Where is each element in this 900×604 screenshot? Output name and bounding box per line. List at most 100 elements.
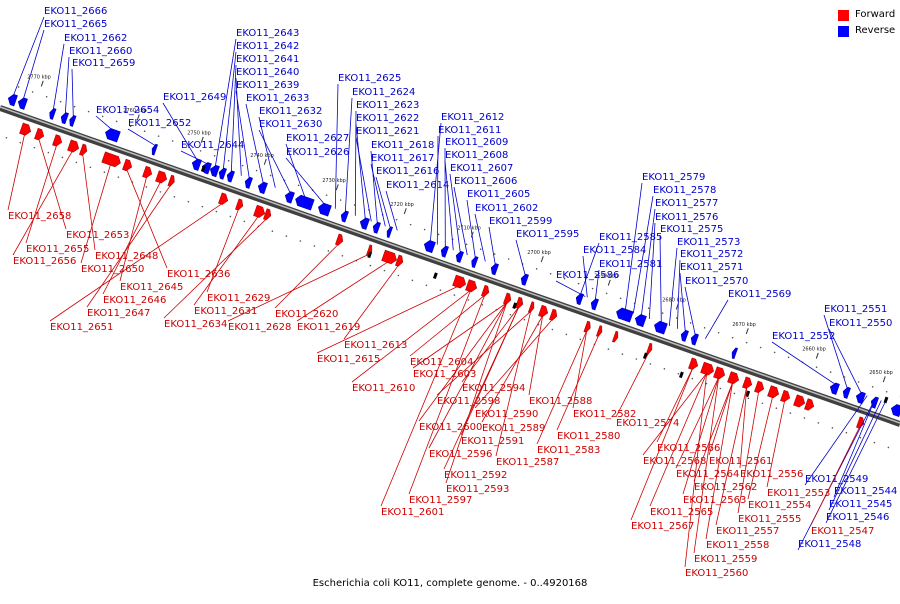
reverse-gene-label: EKO11_2545 (829, 499, 892, 510)
reverse-gene-label: EKO11_2573 (677, 237, 740, 248)
forward-gene-label: EKO11_2613 (344, 340, 407, 351)
forward-gene-shape (382, 250, 399, 265)
scale-dot (116, 121, 118, 123)
forward-gene-shape (34, 128, 45, 141)
scale-dot (804, 417, 806, 419)
forward-gene-arrow (701, 362, 716, 376)
forward-gene-shape (713, 367, 726, 381)
scale-dot (230, 216, 232, 218)
reverse-gene-arrow (59, 112, 68, 124)
reverse-gene-shape (256, 181, 267, 194)
forward-gene-arrow (453, 275, 468, 289)
reverse-gene-shape (889, 403, 900, 417)
reverse-leader-line (13, 17, 44, 96)
forward-gene-label: EKO11_2598 (437, 396, 500, 407)
reverse-gene-arrow (283, 190, 294, 203)
forward-gene-arrow (688, 358, 699, 371)
reverse-leader-line (669, 248, 677, 326)
forward-leader-line (13, 150, 73, 255)
forward-gene-shape (793, 395, 806, 409)
scale-dot (482, 304, 484, 306)
reverse-gene-label: EKO11_2618 (371, 140, 434, 151)
reverse-gene-arrow (243, 176, 252, 188)
reverse-gene-arrow (371, 221, 380, 233)
forward-gene-arrow (52, 135, 63, 148)
scale-dot (690, 322, 692, 324)
scale-tick (883, 376, 885, 382)
reverse-leader-line (685, 287, 695, 335)
forward-gene-label: EKO11_2656 (13, 256, 76, 267)
forward-gene-shape (549, 309, 558, 321)
forward-gene-label: EKO11_2553 (767, 488, 830, 499)
reverse-gene-label: EKO11_2586 (556, 270, 619, 281)
forward-leader-line (8, 134, 25, 210)
scale-dot (214, 155, 216, 157)
reverse-gene-shape (150, 143, 157, 155)
reverse-leader-line (556, 281, 585, 297)
scale-dot (396, 219, 398, 221)
scale-dot (90, 166, 92, 168)
forward-gene-shape (856, 417, 865, 429)
scale-dot (160, 191, 162, 193)
reverse-gene-shape (59, 112, 68, 124)
forward-leader-line (748, 396, 773, 499)
scale-tick (816, 353, 818, 359)
scale-dot (664, 368, 666, 370)
scale-dot (202, 206, 204, 208)
scale-dot (270, 175, 272, 177)
forward-gene-label: EKO11_2583 (537, 445, 600, 456)
reverse-gene-shape (439, 245, 448, 257)
reverse-gene-shape (854, 391, 865, 404)
scale-dot (846, 432, 848, 434)
scale-dot (620, 298, 622, 300)
forward-gene-label: EKO11_2651 (50, 322, 113, 333)
forward-gene-label: EKO11_2596 (429, 449, 492, 460)
scale-dot (580, 339, 582, 341)
reverse-gene-shape (679, 329, 688, 341)
scale-tick (541, 256, 543, 262)
forward-gene-label: EKO11_2556 (740, 469, 803, 480)
scale-dot (860, 437, 862, 439)
reverse-gene-label: EKO11_2666 (44, 6, 107, 17)
forward-gene-label: EKO11_2559 (694, 554, 757, 565)
reverse-gene-label: EKO11_2630 (259, 119, 322, 130)
scale-dot (256, 170, 258, 172)
scale-dot (622, 353, 624, 355)
reverse-gene-shape (190, 158, 201, 171)
forward-gene-arrow (742, 377, 753, 390)
reverse-gene-arrow (225, 170, 234, 182)
scale-tick-label: 2740 kbp (250, 153, 274, 159)
reverse-leader-line (96, 116, 113, 131)
reverse-gene-label: EKO11_2575 (660, 224, 723, 235)
reverse-gene-label: EKO11_2642 (236, 41, 299, 52)
forward-gene-arrow (335, 234, 344, 246)
forward-swatch (838, 10, 849, 21)
forward-gene-arrow (538, 305, 549, 318)
reverse-gene-shape (470, 256, 478, 268)
forward-gene-shape (646, 343, 653, 355)
forward-gene-arrow (79, 144, 88, 156)
reverse-gene-arrow (841, 386, 850, 398)
scale-dot (60, 101, 62, 103)
scale-dot (300, 240, 302, 242)
reverse-gene-label: EKO11_2632 (259, 106, 322, 117)
reverse-gene-arrow (470, 256, 478, 268)
forward-gene-label: EKO11_2588 (529, 396, 592, 407)
scale-dot (328, 250, 330, 252)
scale-dot (592, 288, 594, 290)
reverse-gene-label: EKO11_2614 (386, 180, 449, 191)
reverse-gene-label: EKO11_2552 (772, 331, 835, 342)
reverse-gene-shape (371, 221, 380, 233)
forward-gene-label: EKO11_2554 (748, 500, 811, 511)
reverse-leader-line (705, 300, 728, 339)
reverse-gene-label: EKO11_2641 (236, 54, 299, 65)
reverse-leader-line (65, 57, 69, 114)
reverse-gene-shape (589, 298, 598, 310)
reverse-gene-arrow (615, 307, 634, 323)
reverse-gene-label: EKO11_2662 (64, 33, 127, 44)
scale-dot (760, 347, 762, 349)
forward-gene-arrow (584, 321, 592, 333)
scale-dot (242, 165, 244, 167)
